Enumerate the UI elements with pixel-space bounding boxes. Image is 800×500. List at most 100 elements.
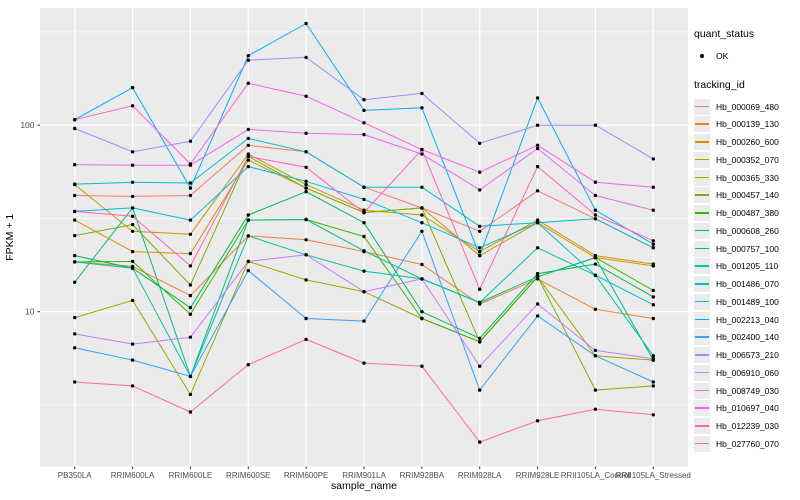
legend-item-Hb_001486_070: Hb_001486_070 <box>694 275 798 293</box>
data-point <box>362 197 366 202</box>
data-point <box>651 208 655 212</box>
data-point <box>478 246 482 250</box>
data-point <box>593 307 598 311</box>
data-point <box>535 246 540 250</box>
data-point <box>420 185 424 189</box>
data-point <box>478 336 482 340</box>
data-point <box>651 288 655 293</box>
data-point <box>593 407 598 411</box>
data-point <box>188 218 193 222</box>
data-point <box>535 314 540 318</box>
data-point <box>593 217 598 221</box>
legend-item-Hb_000608_260: Hb_000608_260 <box>694 222 798 240</box>
data-point <box>73 182 77 186</box>
data-point <box>130 150 135 154</box>
legend-item-label: Hb_000757_100 <box>716 243 779 254</box>
data-point <box>362 121 366 125</box>
legend-key-line-icon <box>694 222 710 239</box>
data-point <box>362 249 366 253</box>
data-point <box>420 364 424 368</box>
legend-key-line-icon <box>694 134 710 151</box>
data-point <box>362 208 366 212</box>
legend-item-Hb_002400_140: Hb_002400_140 <box>694 329 798 347</box>
data-point <box>651 262 655 266</box>
data-point <box>73 253 77 258</box>
legend-key-line-icon <box>694 258 710 275</box>
data-point <box>420 106 424 110</box>
data-point <box>188 186 193 190</box>
legend-item-label: Hb_000069_480 <box>716 101 779 112</box>
data-point <box>246 218 250 222</box>
data-point <box>362 221 366 225</box>
data-point <box>651 246 655 250</box>
data-point <box>304 278 308 282</box>
data-point <box>73 118 77 122</box>
data-point <box>478 229 482 233</box>
data-point <box>478 340 482 344</box>
legend-item-label: Hb_001489_100 <box>716 296 779 307</box>
legend-key-line-icon <box>694 116 710 133</box>
legend-item-Hb_027760_070: Hb_027760_070 <box>694 435 798 453</box>
data-point <box>130 222 135 227</box>
legend-key-line-icon <box>694 151 710 168</box>
legend-item-label: Hb_006910_060 <box>716 367 779 378</box>
legend-key-line-icon <box>694 311 710 328</box>
data-point <box>651 316 655 321</box>
data-point <box>188 232 193 236</box>
data-point <box>130 180 135 184</box>
legend-item-Hb_000139_130: Hb_000139_130 <box>694 116 798 134</box>
data-point <box>535 123 540 127</box>
y-tick-label: 10 <box>25 307 35 317</box>
data-point <box>304 337 308 342</box>
data-point <box>188 374 193 379</box>
legend-item-Hb_000487_380: Hb_000487_380 <box>694 204 798 222</box>
data-point <box>246 363 250 367</box>
data-point <box>246 136 250 141</box>
data-point <box>246 81 250 85</box>
data-point <box>73 126 77 131</box>
legend-item-Hb_000260_600: Hb_000260_600 <box>694 133 798 151</box>
data-point <box>130 384 135 388</box>
data-point <box>73 193 77 198</box>
legend-item-label: Hb_000487_380 <box>716 208 779 219</box>
data-point <box>130 259 135 264</box>
data-point <box>130 194 135 199</box>
y-tick-label: 100 <box>20 120 34 130</box>
data-point <box>246 158 250 162</box>
data-point <box>651 357 655 361</box>
legend-key-line-icon <box>694 382 710 399</box>
data-point <box>304 131 308 135</box>
data-point <box>73 209 77 214</box>
data-point <box>130 298 135 303</box>
data-point <box>188 293 193 298</box>
data-point <box>362 185 366 189</box>
data-point <box>246 164 250 169</box>
data-point <box>651 303 655 307</box>
data-point <box>130 229 135 233</box>
data-point <box>420 152 424 156</box>
legend-item-label: OK <box>716 50 729 61</box>
data-point <box>304 179 308 183</box>
legend-item-label: Hb_000352_070 <box>716 154 779 165</box>
data-point <box>420 229 424 233</box>
legend-item-label: Hb_000608_260 <box>716 225 779 236</box>
x-tick-label: RRIM600PE <box>284 471 328 480</box>
legend-item-label: Hb_002400_140 <box>716 332 779 343</box>
legend: quant_status OK tracking_id Hb_000069_48… <box>694 28 798 453</box>
data-point <box>593 354 598 358</box>
legend-key-line-icon <box>694 347 710 364</box>
legend-key-line-icon <box>694 293 710 310</box>
data-point <box>535 143 540 147</box>
data-point <box>478 188 482 192</box>
data-point <box>304 182 308 187</box>
data-point <box>188 312 193 316</box>
data-point <box>304 217 308 222</box>
data-point <box>535 164 540 169</box>
data-point <box>73 163 77 167</box>
legend-key-line-icon <box>694 329 710 346</box>
legend-item-label: Hb_010697_040 <box>716 403 779 414</box>
legend-item-label: Hb_000365_330 <box>716 172 779 183</box>
legend-item-label: Hb_000457_140 <box>716 190 779 201</box>
